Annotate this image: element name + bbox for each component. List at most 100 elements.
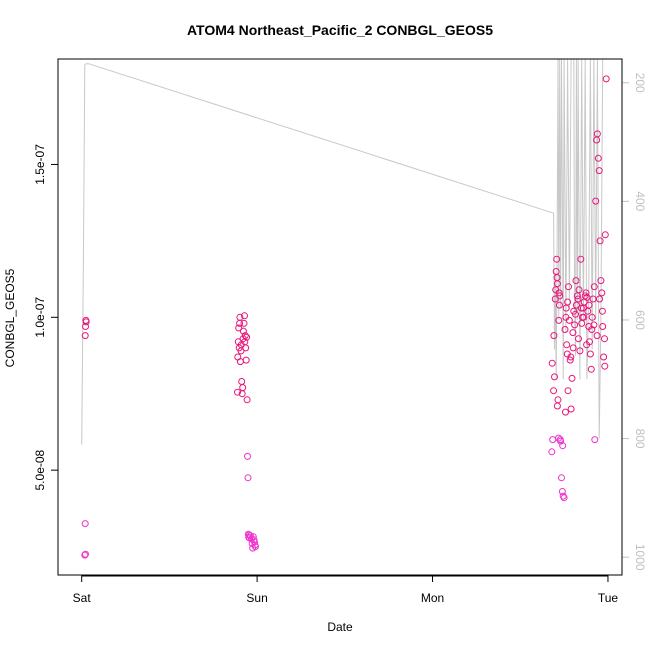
data-point [555, 316, 563, 324]
data-point [576, 347, 584, 355]
data-point [567, 405, 575, 413]
data-point [600, 353, 608, 361]
data-point [563, 341, 571, 349]
data-point [577, 304, 585, 312]
data-point [555, 289, 563, 297]
data-point [560, 494, 568, 502]
data-point [240, 319, 248, 327]
data-point [564, 298, 572, 306]
y2-tick-label: 200 [633, 73, 647, 93]
data-point [566, 356, 574, 364]
data-point [555, 301, 563, 309]
data-point [575, 335, 582, 343]
data-point [246, 532, 254, 540]
data-point [596, 295, 603, 303]
data-point [569, 344, 577, 352]
y2-tick-label: 800 [633, 429, 647, 449]
data-point [588, 313, 596, 321]
data-point [559, 442, 567, 450]
data-point [582, 289, 590, 297]
data-point [601, 231, 609, 239]
data-point [81, 520, 89, 528]
data-point [594, 154, 602, 162]
plot-frame [57, 58, 623, 576]
data-point [583, 341, 591, 349]
x-axis-label: Date [327, 620, 353, 634]
data-point [548, 359, 556, 367]
data-point [551, 373, 558, 381]
data-point [565, 316, 573, 324]
data-point [239, 327, 247, 335]
data-point [597, 277, 605, 285]
data-point [245, 531, 253, 539]
x-tick-label: Tue [598, 591, 619, 605]
data-point [550, 387, 558, 395]
y-tick-label: 5.0e-08 [33, 449, 47, 490]
data-point [235, 324, 243, 332]
data-point [581, 292, 589, 300]
data-point [602, 75, 610, 83]
data-point [574, 295, 582, 303]
data-point [82, 550, 89, 558]
data-point [588, 326, 596, 333]
y2-tick-label: 400 [633, 191, 647, 211]
data-point [244, 474, 252, 482]
data-point [598, 289, 606, 297]
data-point [599, 323, 607, 330]
data-point [577, 255, 585, 263]
y-tick-label: 1.5e-07 [33, 144, 47, 185]
data-point [571, 321, 579, 329]
data-points-layer [81, 75, 610, 559]
data-point [236, 313, 244, 321]
data-point [251, 538, 258, 546]
x-tick-label: Sun [246, 591, 267, 605]
data-point [569, 329, 577, 337]
chart-title: ATOM4 Northeast_Pacific_2 CONBGL_GEOS5 [187, 22, 493, 38]
data-point [81, 551, 89, 559]
data-point [251, 543, 259, 551]
data-point [562, 408, 569, 416]
data-point [591, 436, 599, 444]
data-point [575, 286, 583, 294]
data-point [593, 332, 601, 340]
data-point [568, 374, 576, 382]
data-point [595, 167, 603, 175]
data-point [580, 313, 588, 321]
data-point [601, 362, 609, 370]
data-point [592, 197, 600, 205]
data-point [590, 283, 598, 291]
data-point [596, 237, 604, 245]
data-point [234, 388, 241, 396]
data-point [573, 292, 581, 300]
data-point [241, 312, 248, 320]
data-point [243, 333, 251, 341]
data-point [587, 365, 595, 373]
data-point [553, 255, 561, 263]
data-point [565, 283, 572, 291]
data-point [561, 326, 569, 333]
data-point [556, 292, 564, 300]
y-tick-label: 1.0e-07 [33, 297, 47, 338]
data-point [558, 474, 565, 482]
data-point [239, 384, 247, 392]
data-point [598, 307, 606, 315]
data-point [558, 488, 566, 495]
data-point [572, 301, 580, 309]
y2-tick-label: 600 [633, 310, 647, 330]
data-point [241, 332, 249, 340]
data-point [585, 301, 593, 309]
data-point [572, 277, 580, 285]
y-axis-label: CONBGL_GEOS5 [3, 268, 17, 367]
data-point [583, 293, 591, 301]
data-point [244, 452, 251, 460]
y2-tick-label: 1000 [633, 544, 647, 571]
data-point [243, 396, 251, 404]
data-point [601, 335, 608, 343]
data-point [567, 353, 575, 361]
data-point [586, 350, 594, 358]
data-point [593, 130, 601, 138]
data-point [553, 280, 561, 288]
data-point [242, 356, 250, 364]
